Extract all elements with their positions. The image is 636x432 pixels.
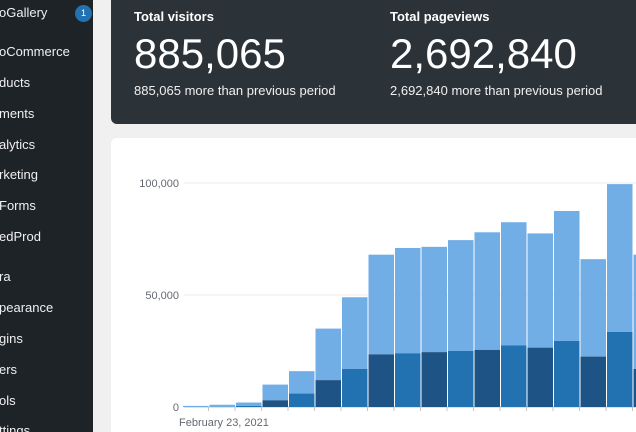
bar-visitors[interactable] bbox=[580, 356, 607, 407]
bar-pageviews[interactable] bbox=[554, 211, 580, 341]
stat-title: Total visitors bbox=[134, 9, 214, 24]
bar-visitors[interactable] bbox=[262, 400, 289, 407]
update-count-badge: 1 bbox=[75, 5, 92, 22]
bar-pageviews[interactable] bbox=[527, 233, 554, 348]
sidebar-item-woocommerce[interactable]: oCommerce bbox=[0, 40, 93, 64]
sidebar-item-label: rketing bbox=[0, 167, 39, 182]
bar-pageviews[interactable] bbox=[607, 184, 633, 332]
bar-pageviews[interactable] bbox=[236, 402, 262, 406]
sidebar-item-forms[interactable]: Forms bbox=[0, 194, 93, 218]
stat-title: Total pageviews bbox=[390, 9, 490, 24]
bar-pageviews[interactable] bbox=[474, 232, 501, 350]
bar-visitors[interactable] bbox=[315, 380, 342, 407]
sidebar-item-payments[interactable]: ments bbox=[0, 102, 93, 126]
sidebar-item-marketing[interactable]: rketing bbox=[0, 163, 93, 187]
bar-pageviews[interactable] bbox=[633, 254, 636, 369]
bar-visitors[interactable] bbox=[633, 368, 636, 407]
bar-visitors[interactable] bbox=[554, 340, 580, 407]
sidebar-item-label: ttings bbox=[0, 423, 31, 432]
stat-value: 2,692,840 bbox=[390, 30, 577, 77]
sidebar-item-gallery[interactable]: oGallery 1 bbox=[0, 1, 93, 25]
bar-visitors[interactable] bbox=[342, 368, 368, 407]
sidebar-item-label: pearance bbox=[0, 300, 54, 315]
bar-pageviews[interactable] bbox=[395, 247, 421, 354]
sidebar-item-analytics[interactable]: alytics bbox=[0, 133, 93, 157]
traffic-bar-chart: 0 50,000 100,000 February 23, 2021 bbox=[139, 178, 636, 429]
traffic-chart-card: 0 50,000 100,000 February 23, 2021 bbox=[111, 138, 636, 432]
bar-visitors[interactable] bbox=[474, 349, 501, 407]
bar-pageviews[interactable] bbox=[368, 254, 395, 355]
sidebar-item-label: ers bbox=[0, 362, 18, 377]
stat-change-text: 2,692,840 more than previous period bbox=[390, 83, 603, 98]
bar-pageviews[interactable] bbox=[342, 297, 368, 369]
sidebar-item-tools[interactable]: ols bbox=[0, 389, 93, 413]
stat-value: 885,065 bbox=[134, 30, 286, 77]
bar-pageviews[interactable] bbox=[501, 222, 527, 346]
bar-pageviews[interactable] bbox=[262, 384, 289, 401]
x-axis-first-label: February 23, 2021 bbox=[179, 417, 269, 429]
sidebar-item-label: ols bbox=[0, 393, 16, 408]
y-tick-label: 50,000 bbox=[145, 290, 179, 302]
bar-pageviews[interactable] bbox=[183, 405, 209, 407]
bar-visitors[interactable] bbox=[395, 353, 421, 407]
sidebar-item-settings[interactable]: ttings bbox=[0, 419, 93, 432]
bar-visitors[interactable] bbox=[607, 331, 633, 407]
sidebar-item-label: alytics bbox=[0, 137, 36, 152]
sidebar-item-label: ments bbox=[0, 106, 35, 121]
bar-visitors[interactable] bbox=[289, 393, 315, 407]
sidebar-item-label: Forms bbox=[0, 198, 36, 213]
bar-pageviews[interactable] bbox=[209, 404, 236, 407]
sidebar-item-label: oCommerce bbox=[0, 44, 70, 59]
sidebar-item-plugins[interactable]: gins bbox=[0, 327, 93, 351]
sidebar-item-appearance[interactable]: pearance bbox=[0, 296, 93, 320]
bar-pageviews[interactable] bbox=[448, 240, 474, 351]
stat-change-text: 885,065 more than previous period bbox=[134, 83, 336, 98]
y-tick-label: 0 bbox=[173, 402, 179, 414]
sidebar-item-label: ducts bbox=[0, 75, 31, 90]
sidebar-item-label: edProd bbox=[0, 229, 41, 244]
bar-pageviews[interactable] bbox=[289, 371, 315, 394]
sidebar-item-featuredprod[interactable]: edProd bbox=[0, 225, 93, 249]
bar-pageviews[interactable] bbox=[315, 328, 342, 381]
bar-visitors[interactable] bbox=[236, 405, 262, 407]
admin-sidebar: oGallery 1 oCommerce ducts ments alytics… bbox=[0, 0, 93, 432]
sidebar-item-extra[interactable]: ra bbox=[0, 265, 93, 289]
y-tick-label: 100,000 bbox=[139, 178, 179, 190]
sidebar-item-users[interactable]: ers bbox=[0, 358, 93, 382]
bar-visitors[interactable] bbox=[421, 352, 448, 407]
sidebar-item-products[interactable]: ducts bbox=[0, 71, 93, 95]
stats-summary-card: Total visitors 885,065 885,065 more than… bbox=[111, 0, 636, 124]
bar-visitors[interactable] bbox=[527, 347, 554, 407]
bar-visitors[interactable] bbox=[448, 351, 474, 407]
bar-visitors[interactable] bbox=[368, 354, 395, 407]
bar-pageviews[interactable] bbox=[421, 246, 448, 353]
bar-visitors[interactable] bbox=[501, 345, 527, 407]
sidebar-item-label: ra bbox=[0, 269, 11, 284]
sidebar-item-label: oGallery bbox=[0, 5, 48, 20]
sidebar-item-label: gins bbox=[0, 331, 23, 346]
bar-pageviews[interactable] bbox=[580, 259, 607, 357]
